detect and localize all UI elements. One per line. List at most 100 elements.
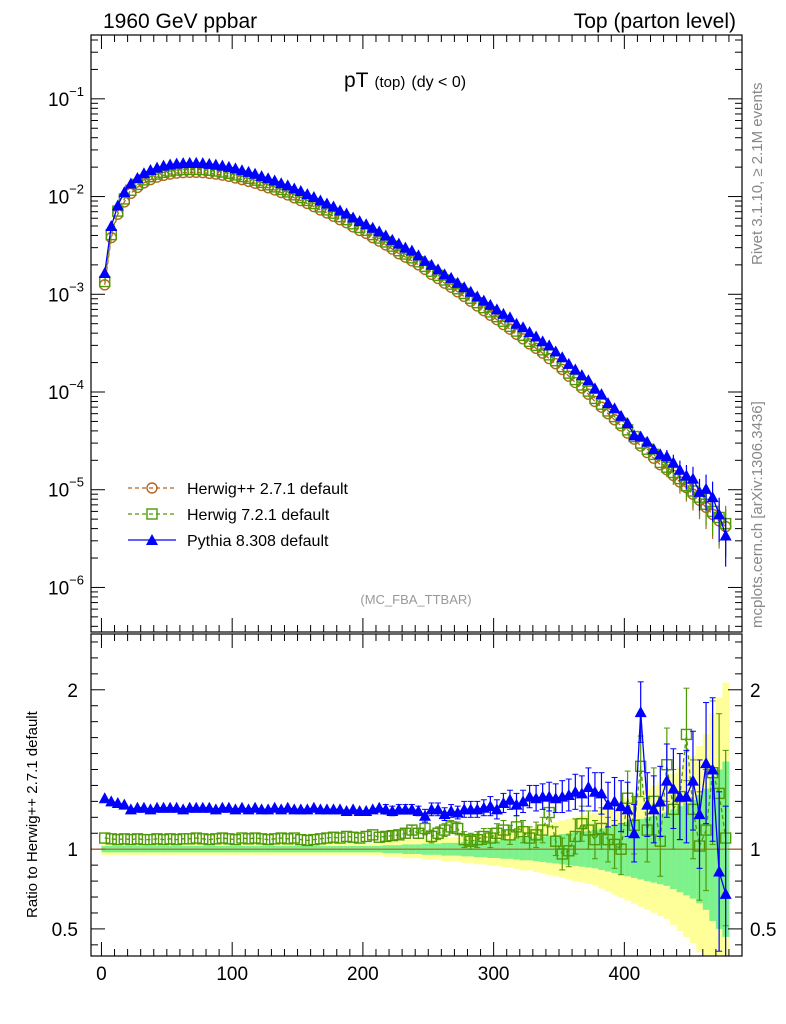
main-point [451, 276, 464, 288]
main-point [320, 197, 333, 209]
ratio-frame [90, 633, 743, 957]
ratio-point [458, 833, 470, 846]
ratio-point [634, 760, 647, 773]
ratio-point [438, 808, 451, 820]
ratio-point [615, 800, 628, 812]
ratio-point [589, 833, 601, 846]
ratio-series [91, 681, 742, 957]
x-tick-label: 100 [216, 964, 248, 985]
mcplots-reference: mcplots.cern.ch [arXiv:1306.3436] [749, 401, 766, 628]
main-series-line [104, 162, 727, 536]
ratio-y-ticks: 0.5 0.5 1 1 2 2 [52, 641, 776, 946]
main-point [680, 469, 693, 481]
ratio-point [412, 804, 425, 816]
main-y-tick-label: 10−1 [48, 84, 84, 111]
ratio-point [680, 790, 693, 802]
ratio-point [255, 833, 268, 845]
main-point [418, 254, 431, 266]
main-point [503, 311, 516, 323]
main-y-tick-label: 10−3 [48, 279, 84, 306]
main-point [490, 303, 503, 315]
x-tick-label: 0 [96, 964, 107, 985]
ratio-point [183, 833, 196, 845]
ratio-point [105, 833, 117, 845]
main-point [379, 229, 392, 241]
header-left: 1960 GeV ppbar [103, 10, 257, 33]
ratio-point [295, 833, 307, 846]
ratio-point [347, 831, 359, 843]
main-point [229, 162, 242, 174]
main-point [673, 463, 686, 475]
ratio-point [112, 833, 124, 846]
main-point [137, 167, 150, 179]
main-y-ticks: 10−1 10−2 10−3 10−4 10−5 10−6 [48, 39, 742, 627]
main-point [301, 188, 314, 200]
main-point [517, 321, 530, 333]
main-point [549, 345, 562, 357]
ratio-point [576, 817, 588, 830]
analysis-name: (MC_FBA_TTBAR) [360, 592, 471, 607]
ratio-point [451, 822, 464, 835]
ratio-point [144, 833, 157, 846]
main-point [654, 448, 667, 460]
main-point [118, 186, 131, 198]
ratio-point [203, 833, 216, 846]
ratio-point [419, 822, 431, 835]
x-tick-label: 400 [608, 964, 640, 985]
ratio-point [262, 833, 274, 846]
main-y-tick-label: 10−6 [48, 572, 84, 599]
ratio-panel: 0.5 0.5 1 1 2 2 0 100 200 300 400 [52, 35, 776, 985]
ratio-point [706, 763, 719, 775]
ratio-series-2 [98, 681, 732, 957]
ratio-y-axis-label: Ratio to Herwig++ 2.7.1 default [24, 710, 41, 918]
main-point [432, 263, 445, 275]
ratio-point [465, 835, 477, 847]
ratio-point [667, 782, 680, 794]
ratio-point [654, 795, 667, 807]
ratio-point [569, 830, 582, 843]
ratio-point [602, 798, 615, 810]
ratio-y-tick-label: 1 [750, 840, 761, 861]
main-point [700, 482, 713, 494]
ratio-point [556, 848, 568, 860]
ratio-point [386, 829, 399, 842]
ratio-point [406, 824, 418, 836]
ratio-point [700, 757, 713, 769]
ratio-point [151, 833, 163, 845]
main-point [111, 199, 124, 211]
legend-marker-square [146, 508, 158, 520]
ratio-point [418, 809, 431, 821]
legend-label: Herwig 7.2.1 default [187, 507, 330, 524]
ratio-point [497, 796, 510, 808]
ratio-point [504, 829, 516, 841]
main-point [255, 170, 268, 182]
main-point [471, 290, 484, 302]
ratio-point [353, 832, 366, 844]
header-right: Top (parton level) [574, 10, 736, 33]
ratio-point [125, 833, 137, 846]
rivet-version: Rivet 3.1.10, ≥ 2.1M events [749, 83, 766, 266]
main-point [438, 268, 451, 280]
main-point [340, 207, 353, 219]
main-point [353, 215, 366, 227]
ratio-y-tick-label: 1 [67, 840, 78, 861]
x-tick-label: 300 [478, 964, 510, 985]
ratio-point [693, 808, 706, 820]
main-point [124, 177, 137, 189]
main-point [477, 294, 490, 306]
main-point [634, 430, 647, 442]
ratio-point [118, 798, 131, 810]
main-y-tick-label: 10−2 [48, 182, 84, 209]
main-point [366, 221, 379, 233]
main-point [314, 194, 327, 206]
main-point [536, 335, 549, 347]
legend-label: Pythia 8.308 default [187, 533, 329, 550]
ratio-point [563, 845, 575, 857]
ratio-point [582, 824, 595, 836]
main-point [405, 244, 418, 256]
main-point [262, 172, 275, 184]
main-point [621, 417, 634, 429]
main-point [392, 237, 405, 249]
ratio-point [223, 833, 235, 845]
ratio-point [242, 833, 255, 845]
